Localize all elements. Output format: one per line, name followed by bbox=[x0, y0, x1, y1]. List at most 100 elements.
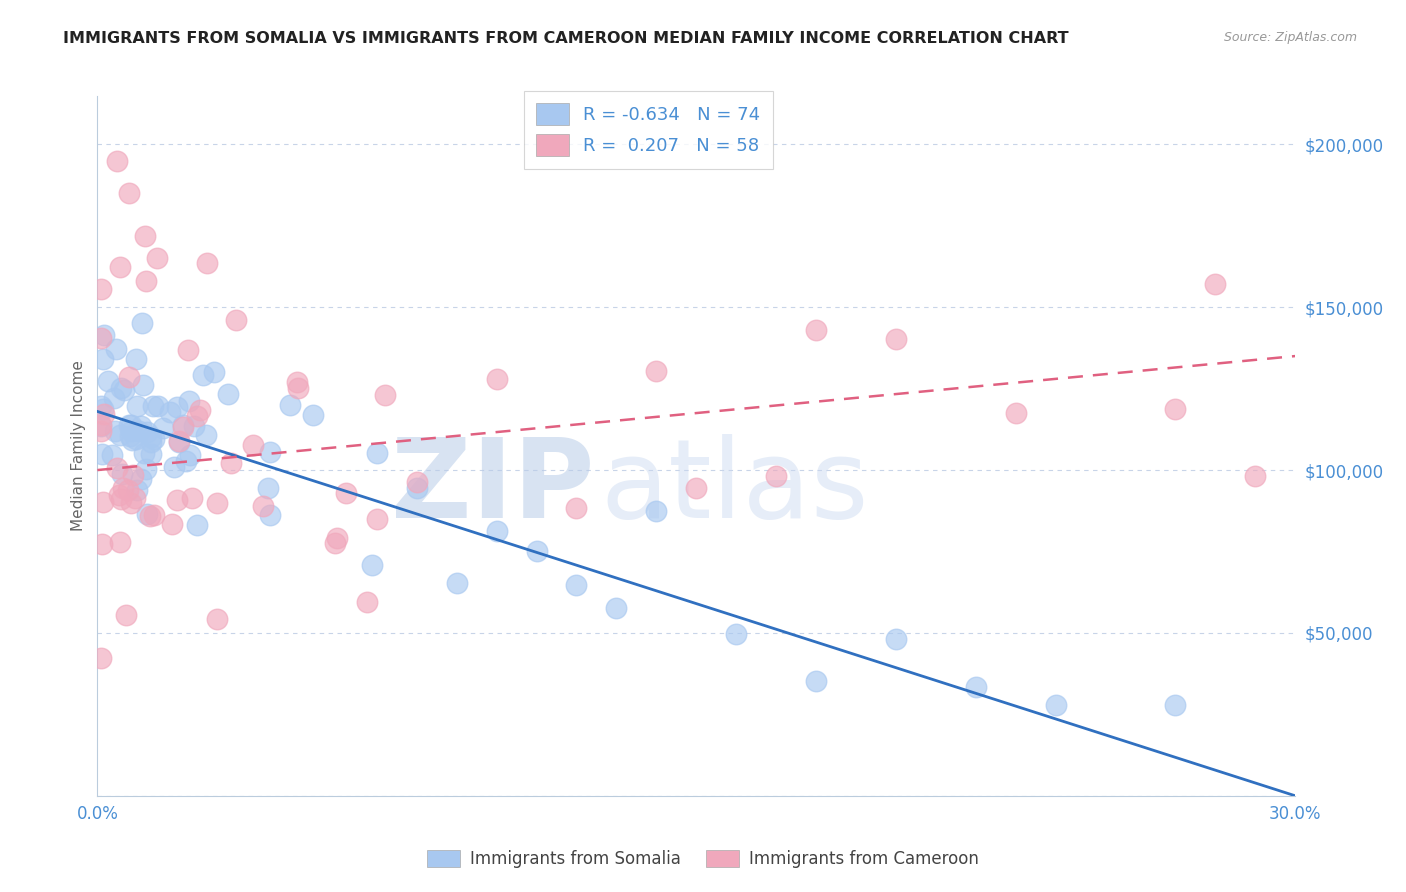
Point bbox=[135, 274, 157, 288]
Point bbox=[301, 408, 323, 422]
Point bbox=[112, 481, 135, 495]
Point bbox=[159, 405, 181, 419]
Point bbox=[97, 374, 120, 388]
Point bbox=[104, 424, 127, 438]
Point bbox=[135, 462, 157, 476]
Point bbox=[804, 323, 827, 337]
Point bbox=[188, 403, 211, 417]
Point bbox=[565, 578, 588, 592]
Point bbox=[685, 481, 707, 495]
Point bbox=[605, 600, 627, 615]
Point bbox=[91, 447, 114, 461]
Point bbox=[195, 256, 218, 270]
Point bbox=[90, 399, 112, 413]
Point bbox=[259, 444, 281, 458]
Point bbox=[121, 467, 143, 482]
Point bbox=[179, 448, 201, 462]
Point bbox=[183, 418, 205, 433]
Point bbox=[90, 650, 112, 665]
Point bbox=[108, 535, 131, 549]
Point bbox=[93, 407, 115, 421]
Legend: R = -0.634   N = 74, R =  0.207   N = 58: R = -0.634 N = 74, R = 0.207 N = 58 bbox=[523, 91, 773, 169]
Point bbox=[259, 508, 281, 522]
Point bbox=[125, 399, 148, 413]
Legend: Immigrants from Somalia, Immigrants from Cameroon: Immigrants from Somalia, Immigrants from… bbox=[420, 843, 986, 875]
Point bbox=[90, 418, 112, 433]
Point bbox=[405, 481, 427, 495]
Point bbox=[105, 153, 128, 168]
Point bbox=[177, 394, 200, 409]
Point bbox=[91, 495, 114, 509]
Point bbox=[645, 504, 668, 518]
Point bbox=[195, 427, 218, 442]
Point bbox=[131, 378, 153, 392]
Point bbox=[356, 595, 378, 609]
Point bbox=[114, 383, 136, 397]
Point bbox=[121, 433, 143, 447]
Point bbox=[152, 420, 174, 434]
Point bbox=[169, 434, 191, 448]
Point bbox=[242, 438, 264, 452]
Point bbox=[191, 368, 214, 383]
Point bbox=[252, 499, 274, 513]
Point bbox=[91, 537, 114, 551]
Point bbox=[136, 508, 159, 522]
Point bbox=[124, 433, 146, 447]
Point bbox=[110, 492, 132, 507]
Point bbox=[117, 483, 139, 497]
Point bbox=[326, 531, 349, 545]
Point bbox=[108, 428, 131, 442]
Point bbox=[485, 371, 508, 385]
Point bbox=[405, 475, 427, 490]
Point bbox=[645, 364, 668, 378]
Point bbox=[131, 316, 153, 330]
Point bbox=[205, 496, 228, 510]
Point bbox=[148, 399, 170, 413]
Point bbox=[1004, 406, 1026, 420]
Point bbox=[162, 516, 184, 531]
Point bbox=[186, 409, 208, 424]
Point bbox=[219, 456, 242, 470]
Point bbox=[139, 448, 162, 462]
Point bbox=[100, 449, 122, 463]
Point bbox=[1164, 698, 1187, 712]
Point bbox=[143, 433, 166, 447]
Point bbox=[804, 673, 827, 688]
Point bbox=[90, 331, 112, 345]
Point bbox=[90, 282, 112, 296]
Point bbox=[146, 252, 169, 266]
Point bbox=[1045, 698, 1067, 712]
Point bbox=[105, 461, 128, 475]
Text: ZIP: ZIP bbox=[391, 434, 595, 541]
Point bbox=[181, 491, 204, 505]
Point bbox=[285, 375, 308, 389]
Point bbox=[138, 509, 160, 524]
Point bbox=[323, 536, 346, 550]
Point bbox=[105, 342, 128, 356]
Point bbox=[139, 434, 162, 449]
Point bbox=[117, 417, 139, 432]
Point bbox=[90, 424, 112, 438]
Point bbox=[1164, 402, 1187, 417]
Y-axis label: Median Family Income: Median Family Income bbox=[72, 360, 86, 531]
Point bbox=[1244, 468, 1267, 483]
Point bbox=[103, 391, 125, 405]
Point bbox=[202, 364, 225, 378]
Point bbox=[225, 313, 247, 327]
Point bbox=[366, 512, 388, 526]
Point bbox=[278, 398, 301, 412]
Point bbox=[172, 419, 194, 434]
Point bbox=[360, 558, 382, 572]
Point bbox=[118, 186, 141, 201]
Point bbox=[139, 430, 162, 444]
Point bbox=[125, 351, 148, 366]
Text: IMMIGRANTS FROM SOMALIA VS IMMIGRANTS FROM CAMEROON MEDIAN FAMILY INCOME CORRELA: IMMIGRANTS FROM SOMALIA VS IMMIGRANTS FR… bbox=[63, 31, 1069, 46]
Point bbox=[217, 387, 239, 401]
Point bbox=[884, 632, 907, 646]
Point bbox=[526, 544, 548, 558]
Point bbox=[174, 454, 197, 468]
Point bbox=[207, 612, 229, 626]
Point bbox=[132, 446, 155, 460]
Point bbox=[108, 488, 131, 502]
Point bbox=[142, 400, 165, 414]
